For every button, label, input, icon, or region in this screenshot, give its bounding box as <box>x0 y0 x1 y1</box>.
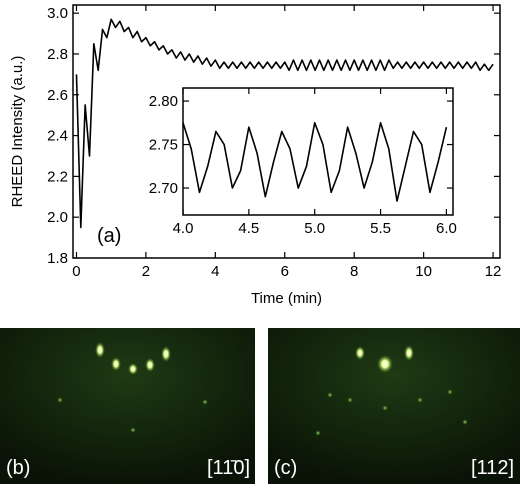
y-tick-label: 2.0 <box>47 209 68 226</box>
x-tick-label: 4.5 <box>238 220 259 237</box>
y-tick-label: 2.70 <box>149 180 178 197</box>
y-tick-label: 2.6 <box>47 87 68 104</box>
plot-frame <box>182 87 454 216</box>
x-tick-label: 2 <box>142 263 150 280</box>
image-label: (b) <box>6 457 30 479</box>
x-axis-label: Time (min) <box>251 290 322 307</box>
chart: 2.70 2.75 2.80 4.0 4.5 5.0 5.5 6.0 <box>149 87 457 237</box>
x-tick-label: 5.5 <box>370 220 391 237</box>
data-line <box>182 121 448 202</box>
image-direction: [112] <box>471 457 514 479</box>
y-tick-label: 2.8 <box>47 46 68 63</box>
plot-area <box>183 88 453 215</box>
x-tick-label: 6.0 <box>436 220 457 237</box>
x-tick-label: 12 <box>485 263 502 280</box>
rheed-image-c: (c) [112] <box>268 328 520 484</box>
y-tick-label: 2.4 <box>47 128 68 145</box>
plot-frame <box>72 4 501 259</box>
y-tick-label: 2.80 <box>149 93 178 110</box>
y-tick-label: 3.0 <box>47 5 68 22</box>
x-tick-label: 10 <box>415 263 432 280</box>
y-tick-label: 1.8 <box>47 250 68 267</box>
x-tick-label: 5.0 <box>304 220 325 237</box>
data-line <box>75 18 494 229</box>
x-tick-label: 6 <box>281 263 289 280</box>
y-axis-label: RHEED Intensity (a.u.) <box>9 56 26 208</box>
image-direction: [11̄0] <box>207 457 250 479</box>
x-tick-label: 8 <box>350 263 358 280</box>
y-tick-label: 2.75 <box>149 137 178 154</box>
image-label: (c) <box>274 457 297 479</box>
x-tick-label: 4 <box>211 263 219 280</box>
y-tick-label: 2.2 <box>47 168 68 185</box>
x-tick-label: 0 <box>72 263 80 280</box>
annotation: (a) <box>97 225 121 247</box>
x-tick-label: 4.0 <box>173 220 194 237</box>
rheed-image-b: (b) [11̄0] <box>0 328 255 484</box>
